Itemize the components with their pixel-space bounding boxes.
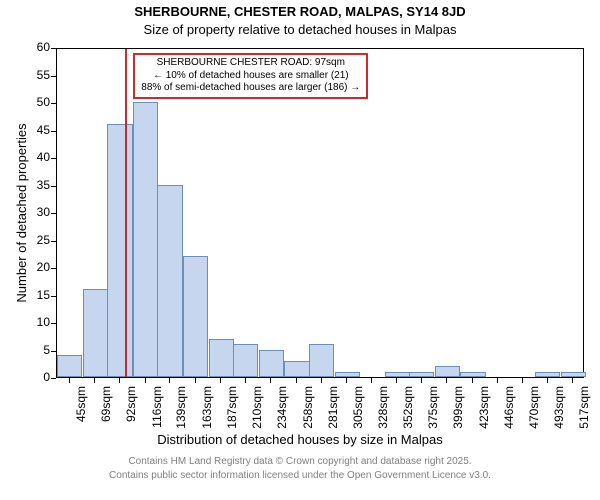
histogram-bar — [233, 344, 258, 377]
x-tick-label: 45sqm — [74, 386, 88, 436]
y-tick-label: 20 — [24, 260, 50, 274]
histogram-bar — [335, 372, 360, 378]
histogram-bar — [57, 355, 82, 377]
y-tick-label: 35 — [24, 178, 50, 192]
x-axis-label: Distribution of detached houses by size … — [0, 432, 600, 447]
x-tick-label: 234sqm — [275, 386, 289, 436]
callout-title: SHERBOURNE CHESTER ROAD: 97sqm — [141, 57, 360, 70]
y-tick-label: 40 — [24, 150, 50, 164]
chart-plot-area: SHERBOURNE CHESTER ROAD: 97sqm← 10% of d… — [56, 48, 584, 378]
footer-line-1: Contains HM Land Registry data © Crown c… — [0, 456, 600, 467]
histogram-bar — [83, 289, 108, 377]
histogram-bar — [259, 350, 284, 378]
x-tick-label: 375sqm — [426, 386, 440, 436]
histogram-bar — [133, 102, 158, 377]
y-tick-label: 0 — [24, 370, 50, 384]
x-tick-label: 399sqm — [451, 386, 465, 436]
y-tick-label: 30 — [24, 205, 50, 219]
histogram-bar — [157, 185, 182, 378]
callout-box: SHERBOURNE CHESTER ROAD: 97sqm← 10% of d… — [133, 53, 368, 99]
x-tick-label: 139sqm — [174, 386, 188, 436]
histogram-bar — [460, 372, 485, 378]
x-tick-label: 493sqm — [552, 386, 566, 436]
histogram-bar — [309, 344, 334, 377]
y-tick-label: 50 — [24, 95, 50, 109]
x-tick-label: 423sqm — [477, 386, 491, 436]
callout-line-smaller: ← 10% of detached houses are smaller (21… — [141, 70, 360, 83]
histogram-bar — [561, 372, 586, 378]
x-tick-label: 470sqm — [527, 386, 541, 436]
y-tick-label: 25 — [24, 233, 50, 247]
x-tick-label: 69sqm — [99, 386, 113, 436]
histogram-bar — [385, 372, 410, 378]
histogram-bar — [107, 124, 132, 377]
x-tick-label: 116sqm — [150, 386, 164, 436]
x-tick-label: 187sqm — [225, 386, 239, 436]
page-title: SHERBOURNE, CHESTER ROAD, MALPAS, SY14 8… — [0, 4, 600, 19]
y-tick-label: 10 — [24, 315, 50, 329]
x-tick-label: 305sqm — [351, 386, 365, 436]
y-tick-label: 60 — [24, 40, 50, 54]
y-tick-label: 5 — [24, 343, 50, 357]
footer-line-2: Contains public sector information licen… — [0, 470, 600, 481]
histogram-bar — [284, 361, 309, 378]
marker-line — [125, 49, 127, 377]
histogram-bar — [409, 372, 434, 378]
x-tick-label: 517sqm — [577, 386, 591, 436]
callout-line-larger: 88% of semi-detached houses are larger (… — [141, 82, 360, 95]
x-tick-label: 163sqm — [200, 386, 214, 436]
x-tick-label: 328sqm — [376, 386, 390, 436]
x-tick-label: 92sqm — [124, 386, 138, 436]
histogram-bar — [435, 366, 460, 377]
histogram-bar — [183, 256, 208, 377]
y-tick-label: 15 — [24, 288, 50, 302]
x-tick-label: 352sqm — [401, 386, 415, 436]
page-subtitle: Size of property relative to detached ho… — [0, 22, 600, 37]
y-tick-label: 45 — [24, 123, 50, 137]
y-tick-label: 55 — [24, 68, 50, 82]
x-tick-label: 281sqm — [326, 386, 340, 436]
x-tick-label: 210sqm — [250, 386, 264, 436]
x-tick-label: 446sqm — [502, 386, 516, 436]
x-tick-label: 258sqm — [301, 386, 315, 436]
histogram-bar — [209, 339, 234, 378]
histogram-bar — [535, 372, 560, 378]
